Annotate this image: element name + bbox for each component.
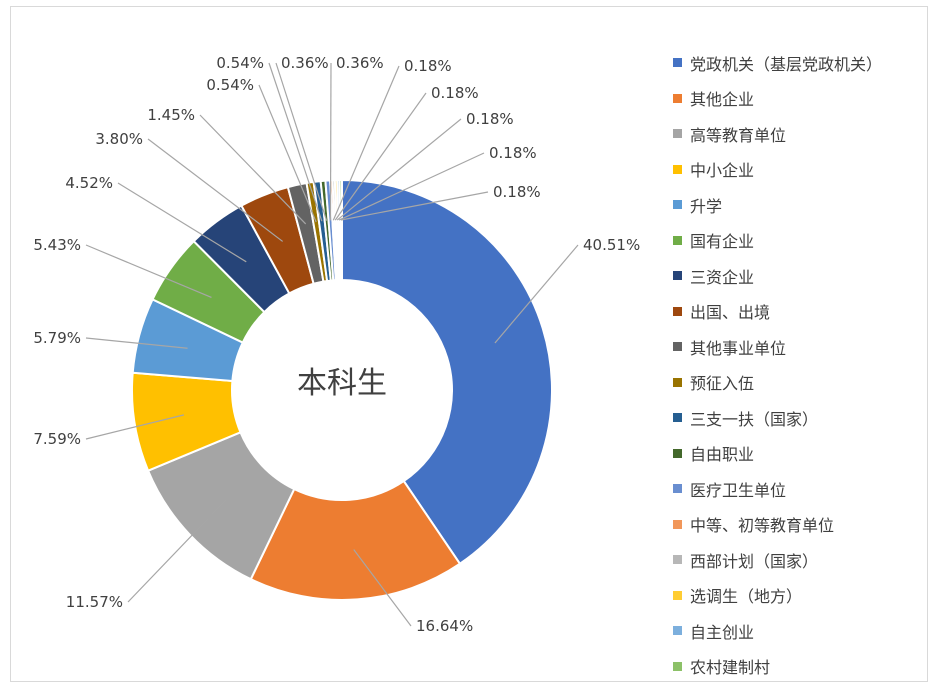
data-label: 0.54% xyxy=(206,76,254,94)
leader-line xyxy=(258,84,317,223)
data-label: 0.36% xyxy=(336,54,384,72)
legend-label: 三资企业 xyxy=(690,267,755,287)
legend-item: 西部计划（国家） xyxy=(673,542,941,578)
legend-item: 农村建制村 xyxy=(673,649,941,685)
legend-item: 中小企业 xyxy=(673,152,941,188)
legend-swatch xyxy=(673,555,682,565)
legend-label: 党政机关（基层党政机关） xyxy=(690,54,883,74)
legend-item: 其他事业单位 xyxy=(673,329,941,365)
leader-line xyxy=(117,182,247,263)
legend-swatch xyxy=(673,519,682,529)
legend-item: 中等、初等教育单位 xyxy=(673,507,941,543)
data-label: 16.64% xyxy=(416,617,473,635)
legend-item: 三支一扶（国家） xyxy=(673,400,941,436)
data-label: 5.43% xyxy=(33,236,81,254)
legend-label: 出国、出境 xyxy=(690,303,771,323)
legend-item: 医疗卫生单位 xyxy=(673,471,941,507)
legend-label: 中小企业 xyxy=(690,161,755,181)
legend-label: 自主创业 xyxy=(690,622,755,642)
legend-swatch xyxy=(673,661,682,671)
leader-lines xyxy=(85,62,579,627)
leader-line xyxy=(85,414,185,440)
data-label: 0.18% xyxy=(489,144,537,162)
legend-swatch xyxy=(673,484,682,494)
legend-swatch xyxy=(673,342,682,352)
legend-swatch xyxy=(673,58,682,68)
leader-line xyxy=(329,62,332,221)
legend-swatch xyxy=(673,306,682,316)
legend-swatch xyxy=(673,235,682,245)
leader-line xyxy=(85,244,212,299)
leader-line xyxy=(336,118,462,221)
legend-label: 西部计划（国家） xyxy=(690,551,819,571)
leader-line xyxy=(199,114,307,225)
legend-item: 三资企业 xyxy=(673,258,941,294)
legend-item: 选调生（地方） xyxy=(673,578,941,614)
legend-label: 三支一扶（国家） xyxy=(690,409,819,429)
leader-line xyxy=(275,62,328,221)
legend-label: 预征入伍 xyxy=(690,374,755,394)
leader-line xyxy=(494,244,579,344)
leader-line xyxy=(338,152,485,221)
data-label: 0.18% xyxy=(404,57,452,75)
donut-slice xyxy=(249,479,462,601)
legend-swatch xyxy=(673,626,682,636)
legend-item: 自主创业 xyxy=(673,613,941,649)
data-label: 40.51% xyxy=(583,236,640,254)
legend-label: 高等教育单位 xyxy=(690,125,787,145)
legend-label: 自由职业 xyxy=(690,445,755,465)
legend-item: 自由职业 xyxy=(673,436,941,472)
chart-frame: 40.51% 16.64% 11.57% 7.59% 5.79% 5.43% 4.52% 3.… xyxy=(10,6,928,682)
legend-swatch xyxy=(673,129,682,139)
legend-swatch xyxy=(673,448,682,458)
legend-swatch xyxy=(673,377,682,387)
data-label: 0.54% xyxy=(216,54,264,72)
legend: 党政机关（基层党政机关） 其他企业高等教育单位 中小企业升学国有企业三资企业出国、出… xyxy=(673,45,941,684)
legend-item: 其他企业 xyxy=(673,81,941,117)
data-label: 0.18% xyxy=(493,183,541,201)
data-label: 5.79% xyxy=(33,329,81,347)
legend-item: 升学 xyxy=(673,187,941,223)
leader-line xyxy=(127,499,227,603)
legend-label: 其他事业单位 xyxy=(690,338,787,358)
legend-swatch xyxy=(673,93,682,103)
legend-swatch xyxy=(673,200,682,210)
legend-swatch xyxy=(673,590,682,600)
legend-label: 医疗卫生单位 xyxy=(690,480,787,500)
data-label: 7.59% xyxy=(33,430,81,448)
data-label: 11.57% xyxy=(66,593,123,611)
data-label: 0.18% xyxy=(431,84,479,102)
legend-label: 农村建制村 xyxy=(690,658,771,678)
leader-line xyxy=(85,337,188,349)
legend-swatch xyxy=(673,413,682,423)
leader-line xyxy=(334,92,427,221)
legend-swatch xyxy=(673,271,682,281)
legend-item: 预征入伍 xyxy=(673,365,941,401)
data-label: 0.18% xyxy=(466,110,514,128)
leader-line xyxy=(353,549,412,627)
leader-line xyxy=(340,191,489,221)
donut-slice xyxy=(338,178,343,282)
legend-swatch xyxy=(673,164,682,174)
legend-label: 选调生（地方） xyxy=(690,587,803,607)
leader-line xyxy=(268,62,323,222)
data-label: 0.36% xyxy=(281,54,329,72)
data-label: 1.45% xyxy=(147,106,195,124)
leader-line xyxy=(147,138,283,242)
donut-chart: 40.51% 16.64% 11.57% 7.59% 5.79% 5.43% 4.52% 3.… xyxy=(33,54,640,635)
legend-item: 出国、出境 xyxy=(673,294,941,330)
legend-label: 其他企业 xyxy=(690,90,755,110)
center-label: 本科生 xyxy=(297,366,387,401)
legend-label: 升学 xyxy=(690,196,723,216)
donut-slice xyxy=(341,178,553,566)
legend-label: 中等、初等教育单位 xyxy=(690,516,835,536)
leader-line xyxy=(332,65,400,221)
legend-item: 党政机关（基层党政机关） xyxy=(673,45,941,81)
data-labels: 40.51% 16.64% 11.57% 7.59% 5.79% 5.43% 4.52% 3.… xyxy=(33,54,640,635)
legend-item: 国有企业 xyxy=(673,223,941,259)
data-label: 4.52% xyxy=(65,174,113,192)
data-label: 3.80% xyxy=(95,130,143,148)
legend-label: 国有企业 xyxy=(690,232,755,252)
legend-item: 高等教育单位 xyxy=(673,116,941,152)
